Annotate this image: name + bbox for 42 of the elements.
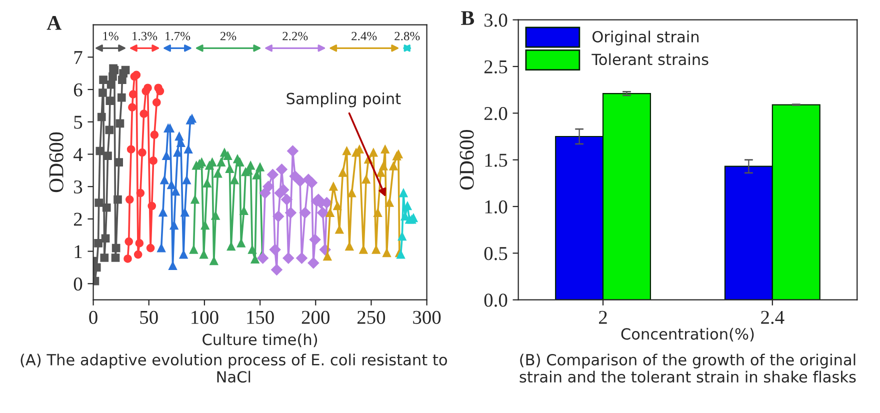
- y-tick-label: 2.5: [484, 60, 508, 74]
- y-tick-label: 0.5: [484, 246, 508, 260]
- y-tick-label: 3: [74, 180, 82, 194]
- y-tick-label: 2: [74, 212, 82, 226]
- y-tick-label: 0: [74, 277, 82, 291]
- text: (B) Comparison of the growth of the original strain and the tolerant strain in shake flasks: [520, 354, 856, 383]
- y-tick-label: 2.0: [484, 106, 508, 120]
- y-tick-label: 3.0: [484, 14, 508, 27]
- x-tick-label: 250: [357, 310, 386, 324]
- annotation: 2.4%: [352, 32, 377, 40]
- x-tick-label: 200: [302, 310, 330, 324]
- annotation: 1%: [103, 32, 118, 40]
- x-tick-label: 300: [413, 310, 441, 324]
- annotation: 1.3%: [132, 32, 158, 40]
- y-tick-label: 1.0: [485, 200, 508, 214]
- y-tick-label: 5: [74, 116, 82, 129]
- annotation: Sampling point: [286, 92, 401, 108]
- x-tick-label: 2.4: [761, 310, 784, 324]
- x-axis-title: Culture time(h): [202, 333, 318, 348]
- y-tick-label: 1.5: [485, 154, 508, 167]
- x-tick-label: 2: [599, 310, 607, 324]
- y-tick-label: 6: [74, 83, 82, 96]
- y-tick-label: 0.0: [484, 294, 508, 307]
- annotation: 2%: [220, 32, 236, 40]
- annotation: 1.7%: [166, 32, 190, 40]
- x-tick-label: 50: [140, 310, 158, 324]
- annotation: 2.2%: [282, 32, 308, 40]
- y-tick-label: 4: [74, 148, 83, 161]
- x-tick-label: 0: [89, 310, 98, 324]
- text: (A) The adaptive evolution process of E. coli resistant to NaCl: [20, 354, 447, 383]
- legend-label: Original strain: [592, 30, 699, 46]
- x-tick-label: 100: [192, 310, 218, 324]
- chart-title: B: [461, 11, 474, 25]
- x-axis-title: Concentration(%): [621, 328, 754, 342]
- annotation: 2.8%: [394, 32, 420, 40]
- y-tick-label: 7: [74, 51, 82, 64]
- y-axis-title: OD600: [49, 132, 64, 192]
- legend-label: Tolerant strains: [592, 53, 708, 66]
- y-tick-label: 1: [74, 245, 82, 258]
- chart-title: A: [46, 16, 62, 30]
- y-axis-title: OD600: [460, 130, 474, 190]
- x-tick-label: 150: [247, 310, 274, 324]
